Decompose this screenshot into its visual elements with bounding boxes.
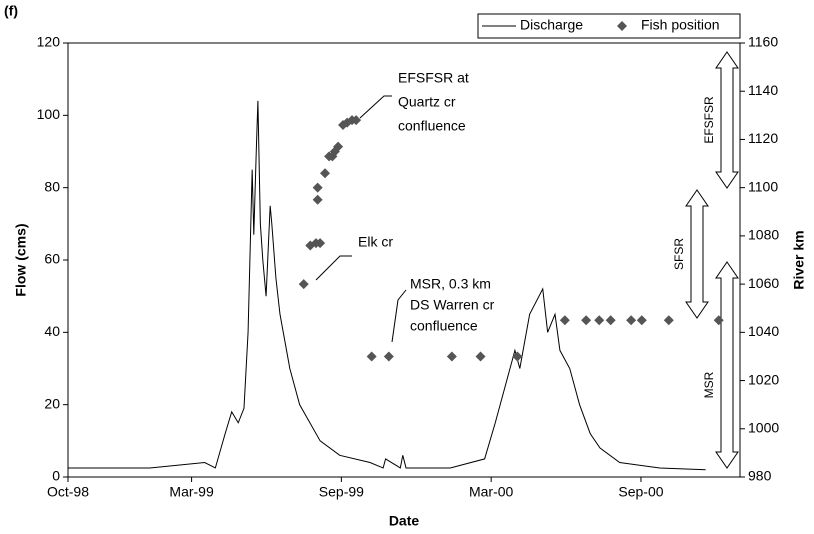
y-tick-label: 80: [44, 178, 60, 194]
y2-tick-label: 1140: [748, 82, 778, 98]
x-tick-label: Sep-99: [319, 484, 364, 500]
reach-label: EFSFSR: [702, 96, 716, 144]
x-axis-title: Date: [389, 513, 420, 529]
reach-label: SFSR: [672, 238, 686, 270]
y2-tick-label: 1160: [748, 34, 778, 50]
reach-label: MSR: [702, 371, 716, 398]
fish-marker: [366, 351, 377, 362]
reach-arrow: [685, 189, 709, 319]
leader-line: [359, 95, 392, 119]
annotation: Quartz cr: [398, 94, 456, 110]
fish-marker: [320, 168, 331, 179]
fish-marker: [475, 351, 486, 362]
fish-marker: [351, 115, 362, 126]
y-axis-title: Flow (cms): [13, 223, 29, 296]
fish-marker: [713, 315, 724, 326]
legend-label: Fish position: [641, 17, 720, 33]
fish-marker: [626, 315, 637, 326]
fish-marker: [581, 315, 592, 326]
fish-marker: [333, 141, 344, 152]
fish-marker: [512, 351, 523, 362]
x-tick-label: Sep-00: [618, 484, 663, 500]
fish-marker: [383, 351, 394, 362]
reach-arrow: [715, 51, 739, 189]
reach-arrow: [715, 261, 739, 469]
x-tick-label: Mar-00: [469, 484, 514, 500]
legend-box: [477, 13, 741, 39]
x-tick-label: Oct-98: [47, 484, 89, 500]
legend-label: Discharge: [520, 17, 583, 33]
discharge-line: [68, 100, 706, 471]
annotation: MSR, 0.3 km: [410, 276, 491, 292]
y2-tick-label: 1080: [748, 227, 779, 243]
y2-tick-label: 980: [748, 468, 772, 484]
leader-line: [391, 289, 407, 343]
y2-tick-label: 1020: [748, 371, 779, 387]
annotation: DS Warren cr: [410, 297, 495, 313]
y2-tick-label: 1100: [748, 178, 778, 194]
fish-marker: [315, 238, 326, 249]
fish-marker: [594, 315, 605, 326]
y2-tick-label: 1060: [748, 275, 779, 291]
annotation: Elk cr: [358, 234, 393, 250]
y-tick-label: 0: [52, 468, 60, 484]
fish-marker: [312, 194, 323, 205]
fish-marker: [559, 315, 570, 326]
annotation: confluence: [410, 318, 478, 334]
y-tick-label: 100: [37, 106, 61, 122]
y-tick-label: 60: [44, 251, 60, 267]
fish-marker: [663, 315, 674, 326]
legend-marker: [617, 21, 627, 31]
annotation: confluence: [398, 118, 466, 134]
fish-marker: [446, 351, 457, 362]
y2-axis-title: River km: [791, 230, 807, 289]
y-tick-label: 20: [44, 395, 60, 411]
leader-line: [315, 255, 352, 281]
chart-title: (f): [4, 3, 18, 19]
x-tick-label: Mar-99: [169, 484, 214, 500]
y2-tick-label: 1040: [748, 323, 779, 339]
reach-arrows: [685, 51, 739, 469]
y-tick-label: 120: [37, 34, 61, 50]
y2-tick-label: 1120: [748, 130, 778, 146]
fish-marker: [312, 182, 323, 193]
fish-marker: [636, 315, 647, 326]
fish-marker: [298, 279, 309, 290]
y-tick-label: 40: [44, 323, 60, 339]
annotation: EFSFSR at: [398, 70, 469, 86]
fish-marker: [605, 315, 616, 326]
y2-tick-label: 1000: [748, 419, 779, 435]
